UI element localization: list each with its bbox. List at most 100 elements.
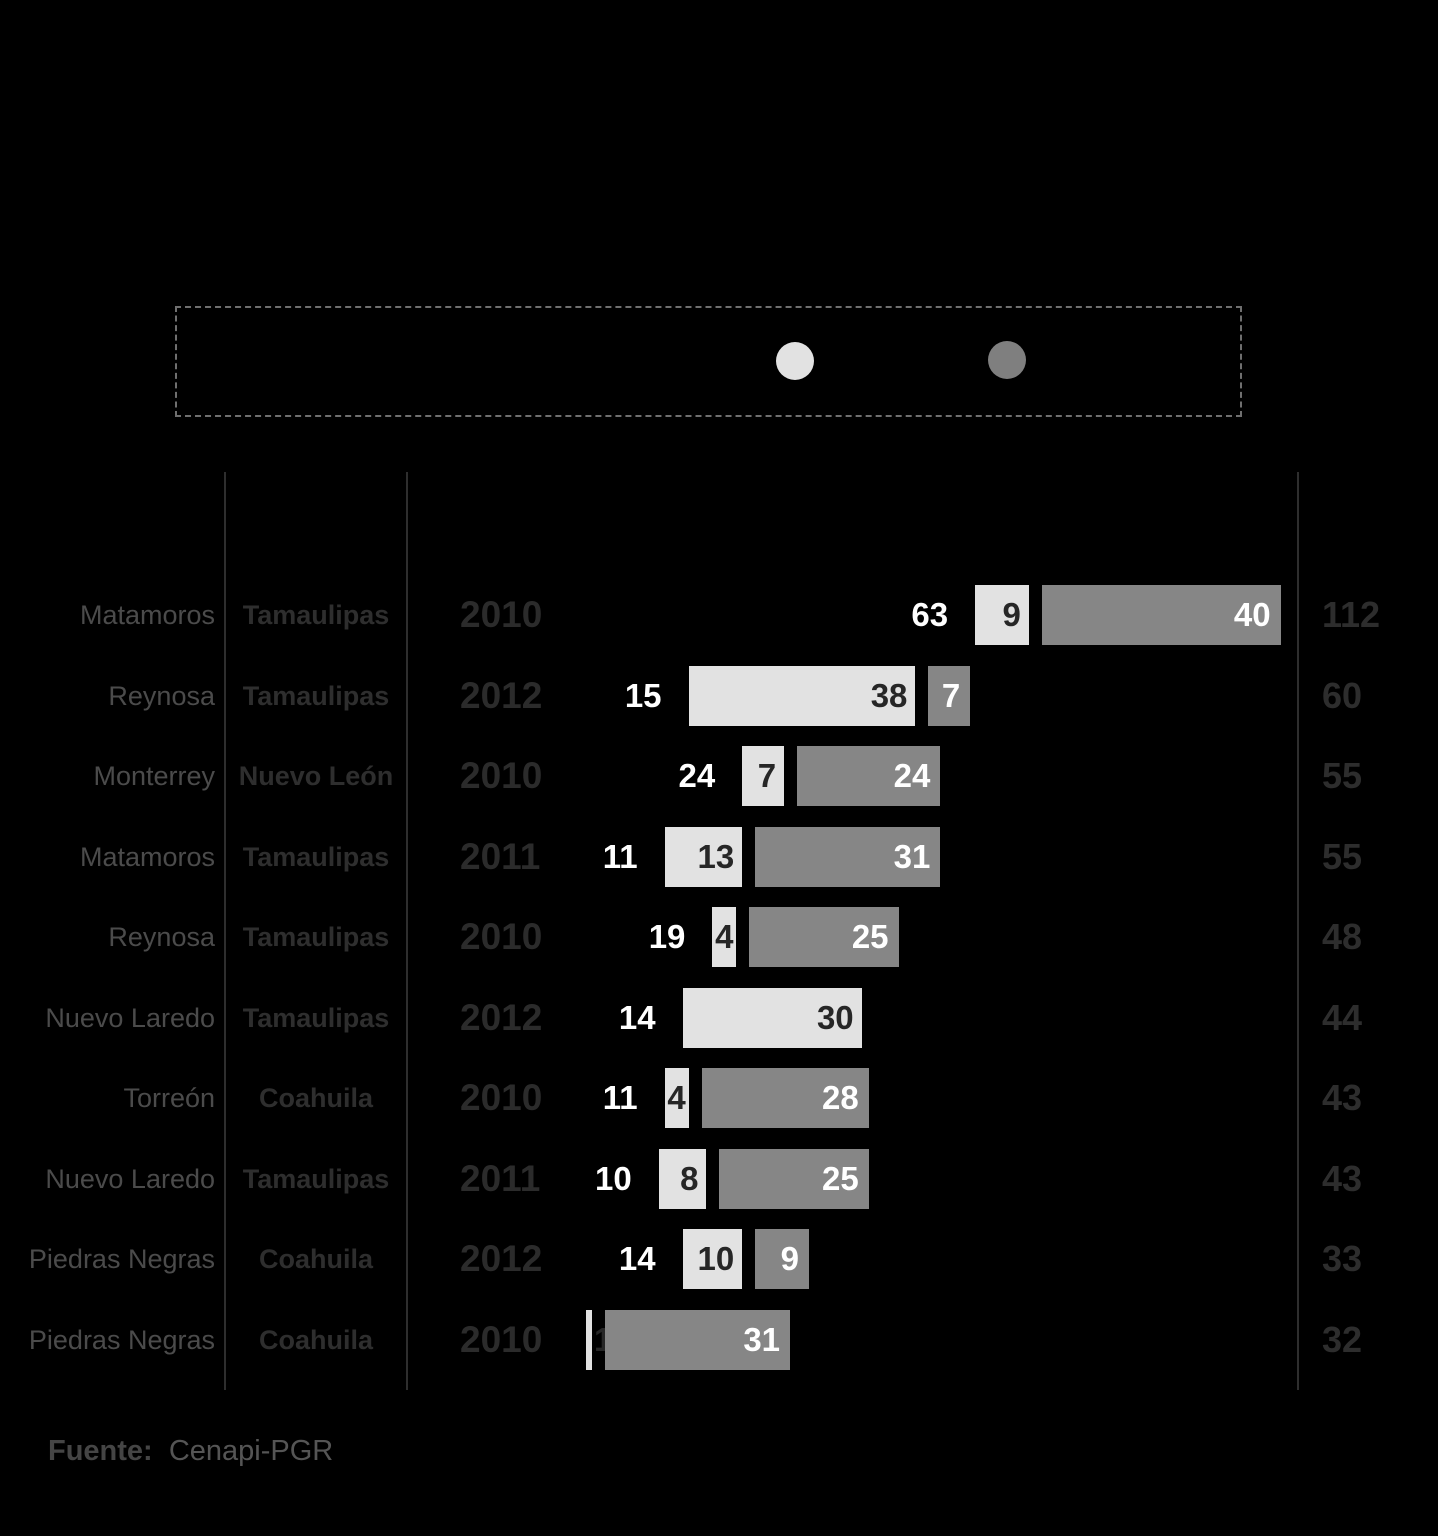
bar-value-label-third: 25: [821, 1160, 859, 1197]
bar-value-label-second: 4: [667, 1079, 686, 1116]
bar-value-label-first: 15: [624, 677, 662, 714]
state-label: Nuevo León: [238, 761, 394, 791]
year-label: 2011: [460, 836, 541, 877]
bar-segment-third: [604, 1310, 791, 1370]
bar-segment-second: [975, 585, 1029, 645]
bar-value-label-first: 63: [911, 596, 949, 633]
row-total: 55: [1322, 836, 1363, 877]
divider-line-middle: [406, 472, 408, 1390]
bar-segment-first: [586, 585, 963, 645]
row-total: 55: [1322, 755, 1363, 796]
row-total: 112: [1322, 594, 1381, 635]
bar-value-label-second: 13: [697, 838, 735, 875]
city-label: Matamoros: [79, 600, 215, 630]
bar-segment-third: [928, 666, 971, 726]
city-label: Piedras Negras: [28, 1244, 215, 1274]
bar-segment-third: [1041, 585, 1281, 645]
divider-line-right: [1297, 472, 1299, 1390]
bar-value-label-first: 14: [618, 999, 656, 1036]
state-label: Tamaulipas: [242, 1164, 390, 1194]
bar-segment-first: [586, 666, 676, 726]
row-total: 33: [1322, 1238, 1363, 1279]
city-label: Torreón: [123, 1083, 215, 1113]
state-label: Tamaulipas: [242, 600, 390, 630]
bar-segment-second: [664, 827, 743, 887]
source-text: [161, 1435, 169, 1467]
bar-value-label-first: 24: [678, 757, 716, 794]
source-value: Cenapi-PGR: [168, 1435, 334, 1467]
bar-value-label-second: 9: [1002, 596, 1021, 633]
bar-value-label-second: 8: [680, 1160, 699, 1197]
bar-value-label-third: 28: [821, 1079, 859, 1116]
city-label: Monterrey: [93, 761, 215, 791]
state-label: Coahuila: [258, 1083, 373, 1113]
legend-dot-light-icon: [776, 342, 814, 380]
bar-value-label-first: 14: [618, 1240, 656, 1277]
bar-segment-first: [586, 746, 730, 806]
row-total: 48: [1322, 916, 1363, 957]
divider-line-left: [224, 472, 226, 1390]
bar-segment-second: [658, 1149, 707, 1209]
row-total: 60: [1322, 675, 1363, 716]
bar-value-label-third: 9: [780, 1240, 799, 1277]
bar-segment-second: [586, 1310, 592, 1370]
year-label: 2010: [460, 916, 543, 957]
year-label: 2011: [460, 1158, 541, 1199]
bar-value-label-first: 11: [602, 838, 638, 875]
row-total: 43: [1322, 1077, 1363, 1118]
bar-value-label-second: 4: [715, 918, 734, 955]
bar-segment-second: [682, 1229, 743, 1289]
state-label: Tamaulipas: [242, 922, 390, 952]
bar-segment-second: [742, 746, 785, 806]
bar-value-label-third: 25: [851, 918, 889, 955]
bar-value-label-third: 31: [743, 1321, 781, 1358]
state-label: Coahuila: [258, 1244, 373, 1274]
source-label: Fuente:: [48, 1435, 153, 1467]
bar-segment-second: [688, 666, 916, 726]
city-label: Matamoros: [79, 842, 215, 872]
bar-value-label-second: 10: [697, 1240, 735, 1277]
year-label: 2012: [460, 997, 543, 1038]
state-label: Tamaulipas: [242, 1003, 390, 1033]
year-label: 2010: [460, 594, 543, 635]
legend-dot-dark-icon: [988, 341, 1026, 379]
city-label: Nuevo Laredo: [45, 1164, 215, 1194]
bar-segment-first: [586, 1068, 652, 1128]
bar-value-label-first: 10: [594, 1160, 632, 1197]
bar-value-label-third: 31: [893, 838, 931, 875]
bar-value-label-second: 30: [816, 999, 854, 1036]
row-total: 43: [1322, 1158, 1363, 1199]
bar-segment-first: [586, 1229, 670, 1289]
state-label: Tamaulipas: [242, 681, 390, 711]
bar-value-label-first: 19: [648, 918, 686, 955]
bar-value-label-third: 7: [941, 677, 961, 714]
row-total: 32: [1322, 1319, 1363, 1360]
bar-segment-first: [586, 1149, 646, 1209]
year-label: 2012: [460, 675, 543, 716]
bar-value-label-second: 38: [870, 677, 908, 714]
year-label: 2010: [460, 1319, 543, 1360]
bar-value-label-second: 7: [757, 757, 777, 794]
bar-segment-third: [701, 1068, 869, 1128]
state-label: Coahuila: [258, 1325, 373, 1355]
legend-box: [175, 306, 1242, 417]
bar-segment-third: [797, 746, 941, 806]
bar-segment-third: [749, 907, 899, 967]
city-label: Piedras Negras: [28, 1325, 215, 1355]
city-label: Reynosa: [108, 922, 215, 952]
city-label: Reynosa: [108, 681, 215, 711]
bar-segment-first: [586, 907, 700, 967]
bar-segment-third: [755, 827, 941, 887]
row-total: 44: [1322, 997, 1363, 1038]
bar-segment-second: [664, 1068, 689, 1128]
year-label: 2012: [460, 1238, 543, 1279]
bar-segment-first: [586, 988, 670, 1048]
bar-segment-third: [719, 1149, 869, 1209]
year-label: 2010: [460, 1077, 543, 1118]
bar-segment-third: [755, 1229, 809, 1289]
bar-value-label-first: 11: [602, 1079, 638, 1116]
bar-segment-second: [712, 907, 737, 967]
year-label: 2010: [460, 755, 543, 796]
bar-segment-second: [682, 988, 862, 1048]
